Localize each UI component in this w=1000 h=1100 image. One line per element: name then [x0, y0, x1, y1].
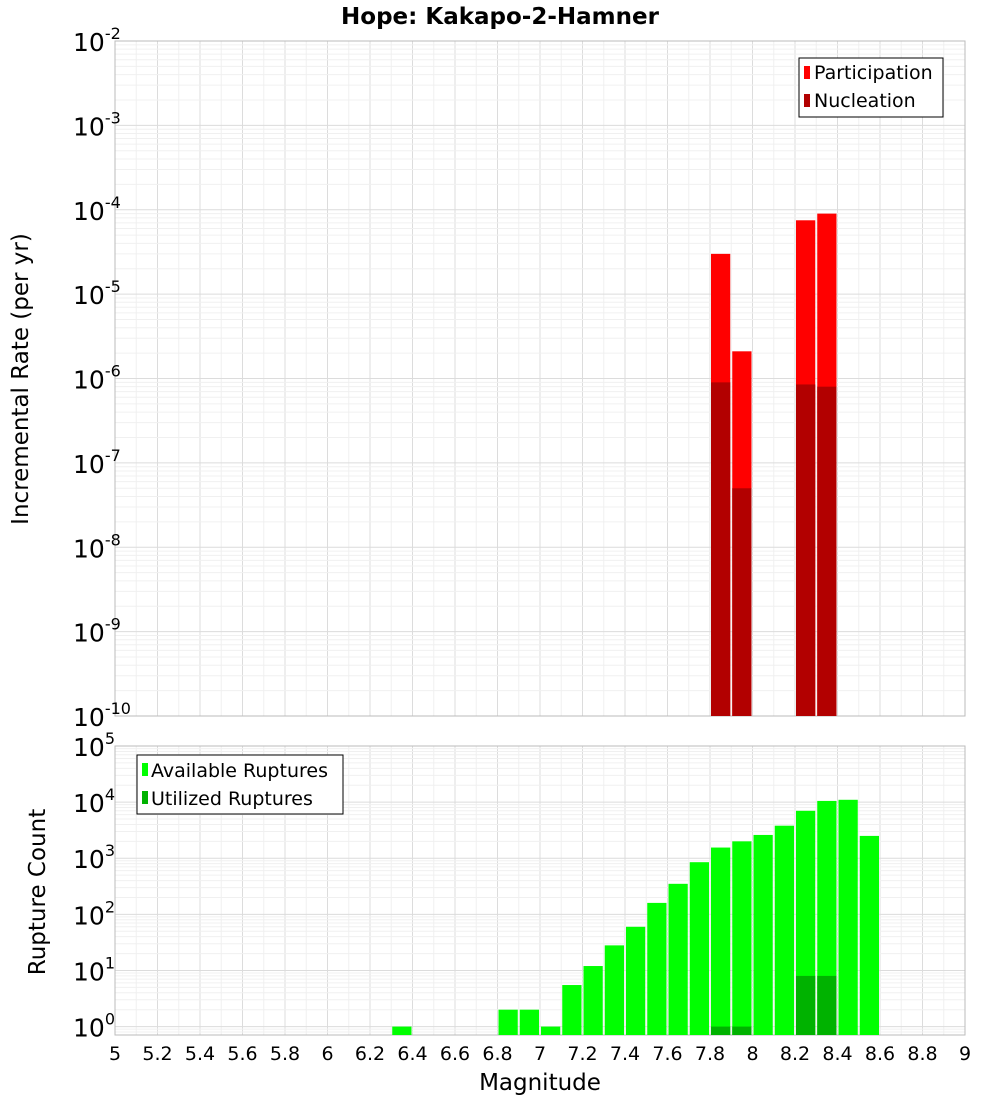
top-plot-border	[114, 40, 966, 717]
x-tick-label: 8	[746, 1043, 758, 1065]
top-y-tick-label: 10-9	[73, 615, 121, 648]
bottom-y-ticks: 100 101 102 103 104 105	[73, 729, 115, 1043]
bottom-bar-available-ruptures	[604, 945, 624, 1035]
bottom-bar-available-ruptures	[392, 1026, 412, 1035]
top-bar-nucleation	[796, 384, 816, 716]
x-tick-label: 8.8	[907, 1043, 937, 1065]
top-plot: 10-10 10-9 10-8 10-7 10-6 10-5 10-4 10-3 10-2 In…	[8, 24, 966, 732]
top-legend-box	[798, 57, 944, 118]
bottom-bar-available-ruptures	[647, 902, 667, 1035]
bottom-y-tick-label: 105	[73, 729, 115, 762]
x-tick-label: 7.2	[567, 1043, 597, 1065]
top-y-tick-label: 10-3	[73, 108, 121, 141]
top-y-ticks: 10-10 10-9 10-8 10-7 10-6 10-5 10-4 10-3 10-2	[73, 24, 131, 732]
legend-label-nucleation: Nucleation	[814, 90, 916, 112]
bottom-legend: Available Ruptures Utilized Ruptures	[136, 754, 344, 815]
x-tick-label: 8.4	[822, 1043, 852, 1065]
top-y-axis-label: Incremental Rate (per yr)	[8, 233, 34, 525]
top-y-tick-label: 10-8	[73, 530, 121, 563]
bottom-bar-utilized-ruptures	[711, 1026, 731, 1035]
bottom-plot-border	[114, 745, 966, 1036]
x-tick-label: 8.6	[865, 1043, 895, 1065]
x-tick-label: 6.8	[482, 1043, 512, 1065]
bottom-bar-available-ruptures	[541, 1026, 561, 1035]
top-y-tick-label: 10-6	[73, 362, 121, 395]
bottom-bar-available-ruptures	[838, 799, 858, 1035]
x-ticks: 5 5.2 5.4 5.6 5.8 6 6.2 6.4 6.6 6.8 7 7.2 7.4 7.6 7.8 8…	[109, 1043, 971, 1065]
x-axis-label: Magnitude	[479, 1070, 601, 1096]
bottom-bar-available-ruptures	[668, 883, 688, 1035]
top-y-tick-label: 10-10	[73, 699, 131, 732]
legend-label-utilized: Utilized Ruptures	[151, 788, 313, 810]
x-tick-label: 6.4	[397, 1043, 427, 1065]
top-grid	[114, 40, 966, 717]
x-tick-label: 7.8	[695, 1043, 725, 1065]
bottom-bar-available-ruptures	[732, 841, 752, 1035]
top-bars	[711, 213, 837, 717]
legend-swatch-nucleation	[804, 94, 810, 107]
y-axis-label-rupture-count: Rupture Count	[25, 809, 51, 975]
top-bar-nucleation	[711, 382, 731, 716]
legend-swatch-available	[142, 763, 148, 776]
bottom-bar-utilized-ruptures	[796, 975, 816, 1035]
x-tick-label: 5	[109, 1043, 121, 1065]
top-bar-nucleation	[817, 386, 837, 716]
bottom-bar-available-ruptures	[562, 985, 582, 1035]
bottom-bar-available-ruptures	[753, 834, 773, 1035]
bottom-plot: 100 101 102 103 104 105 5 5.2 5.4 5.6 5.8 6 6.2 6.4 6…	[25, 729, 971, 1096]
bottom-y-tick-label: 102	[73, 897, 115, 930]
x-tick-label: 8.2	[780, 1043, 810, 1065]
bottom-bar-available-ruptures	[711, 847, 731, 1035]
bottom-bar-utilized-ruptures	[732, 1026, 752, 1035]
bottom-y-tick-label: 103	[73, 841, 115, 874]
bottom-bar-available-ruptures	[774, 825, 794, 1035]
bottom-bar-available-ruptures	[519, 1009, 539, 1035]
legend-label-available: Available Ruptures	[151, 760, 328, 782]
bottom-legend-box	[136, 754, 344, 815]
bottom-y-tick-label: 101	[73, 953, 115, 986]
top-y-tick-label: 10-2	[73, 24, 121, 57]
bottom-y-tick-label: 104	[73, 785, 115, 818]
x-tick-label: 6	[321, 1043, 333, 1065]
top-legend: Participation Nucleation	[798, 57, 944, 118]
top-y-tick-label: 10-4	[73, 193, 121, 226]
bottom-bar-available-ruptures	[626, 926, 646, 1035]
bottom-bar-utilized-ruptures	[817, 975, 837, 1035]
top-bar-nucleation	[732, 488, 752, 716]
bottom-bar-available-ruptures	[859, 835, 879, 1035]
x-tick-label: 5.8	[270, 1043, 300, 1065]
bottom-y-tick-label: 100	[73, 1010, 115, 1043]
x-tick-label: 6.2	[355, 1043, 385, 1065]
x-tick-label: 7.6	[652, 1043, 682, 1065]
bottom-bar-available-ruptures	[583, 966, 603, 1035]
bottom-bar-available-ruptures	[689, 862, 709, 1035]
top-y-tick-label: 10-5	[73, 277, 121, 310]
x-tick-label: 6.6	[440, 1043, 470, 1065]
chart-title: Hope: Kakapo-2-Hamner	[341, 4, 660, 30]
x-tick-label: 7.4	[610, 1043, 640, 1065]
x-tick-label: 5.4	[185, 1043, 215, 1065]
bottom-bar-available-ruptures	[498, 1009, 518, 1035]
bottom-bars	[392, 799, 879, 1035]
legend-swatch-participation	[804, 66, 810, 79]
x-tick-label: 7	[534, 1043, 546, 1065]
x-tick-label: 9	[959, 1043, 971, 1065]
top-y-tick-label: 10-7	[73, 446, 121, 479]
legend-label-participation: Participation	[814, 62, 933, 84]
x-tick-label: 5.2	[142, 1043, 172, 1065]
x-tick-label: 5.6	[227, 1043, 257, 1065]
legend-swatch-utilized	[142, 791, 148, 804]
